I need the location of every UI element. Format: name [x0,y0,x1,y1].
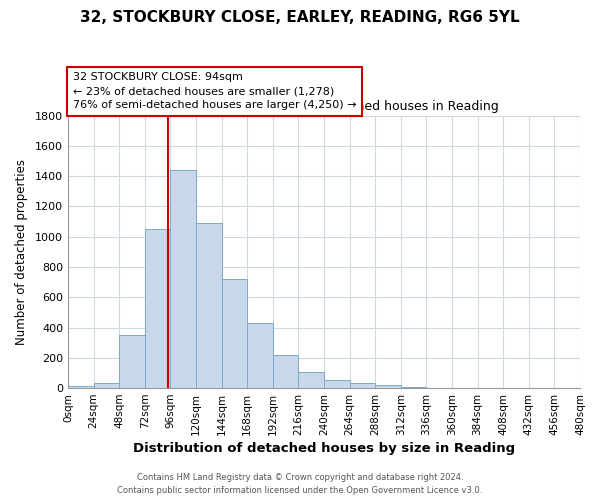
Text: 32 STOCKBURY CLOSE: 94sqm
← 23% of detached houses are smaller (1,278)
76% of se: 32 STOCKBURY CLOSE: 94sqm ← 23% of detac… [73,72,356,110]
Bar [119,335,145,388]
Text: 32, STOCKBURY CLOSE, EARLEY, READING, RG6 5YL: 32, STOCKBURY CLOSE, EARLEY, READING, RG… [80,10,520,25]
Bar [170,170,196,388]
Bar [273,355,298,388]
Bar [401,386,427,388]
Bar [247,323,273,388]
Bar [68,386,94,388]
Bar [221,279,247,388]
Bar [94,383,119,388]
Bar [298,372,324,388]
Bar [196,223,221,388]
Bar [324,380,350,388]
Title: Size of property relative to detached houses in Reading: Size of property relative to detached ho… [149,100,499,113]
Bar [145,229,170,388]
Bar [375,385,401,388]
Y-axis label: Number of detached properties: Number of detached properties [15,159,28,345]
Bar [350,383,375,388]
X-axis label: Distribution of detached houses by size in Reading: Distribution of detached houses by size … [133,442,515,455]
Text: Contains HM Land Registry data © Crown copyright and database right 2024.
Contai: Contains HM Land Registry data © Crown c… [118,474,482,495]
